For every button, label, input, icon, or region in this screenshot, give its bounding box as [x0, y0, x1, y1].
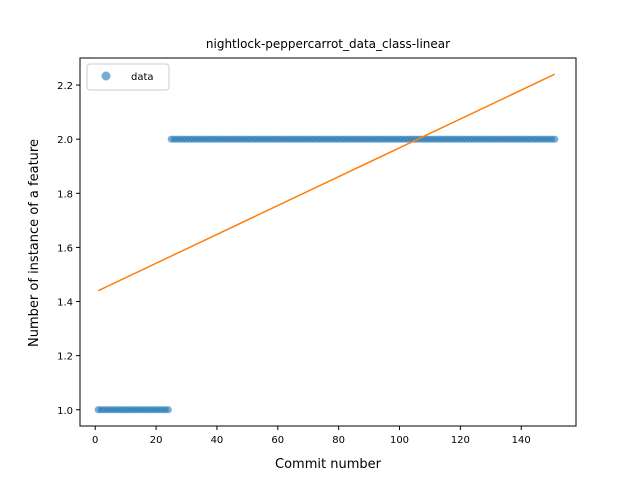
y-tick-label: 1.4 [57, 298, 73, 309]
x-tick-label: 100 [390, 435, 409, 446]
x-tick-label: 120 [451, 435, 470, 446]
y-tick-label: 1.2 [57, 352, 73, 363]
y-axis-label: Number of instance of a feature [27, 139, 42, 347]
chart-title: nightlock-peppercarrot_data_class-linear [206, 37, 450, 51]
y-tick-label: 1.8 [57, 189, 73, 200]
x-axis-ticks: 0 20 40 60 80 100 120 140 [92, 426, 531, 446]
plot-area [79, 57, 577, 427]
y-tick-label: 1.6 [57, 243, 73, 254]
data-point [164, 406, 172, 414]
x-tick-label: 40 [211, 435, 224, 446]
legend-marker-data [101, 71, 111, 81]
fit-line [97, 73, 556, 292]
legend-label-data: data [131, 72, 154, 83]
axes-frame [79, 57, 577, 427]
y-axis-ticks: 1.0 1.2 1.4 1.6 1.8 2.0 2.2 [57, 81, 80, 417]
x-tick-label: 80 [332, 435, 345, 446]
x-tick-label: 60 [271, 435, 284, 446]
legend: data [86, 63, 170, 91]
data-point [551, 135, 559, 143]
x-tick-label: 0 [92, 435, 98, 446]
y-tick-label: 1.0 [57, 406, 73, 417]
legend-box [86, 63, 170, 91]
y-tick-label: 2.2 [57, 81, 73, 92]
y-tick-label: 2.0 [57, 135, 73, 146]
x-tick-label: 140 [512, 435, 531, 446]
x-tick-label: 20 [150, 435, 163, 446]
x-axis-label: Commit number [275, 457, 382, 472]
